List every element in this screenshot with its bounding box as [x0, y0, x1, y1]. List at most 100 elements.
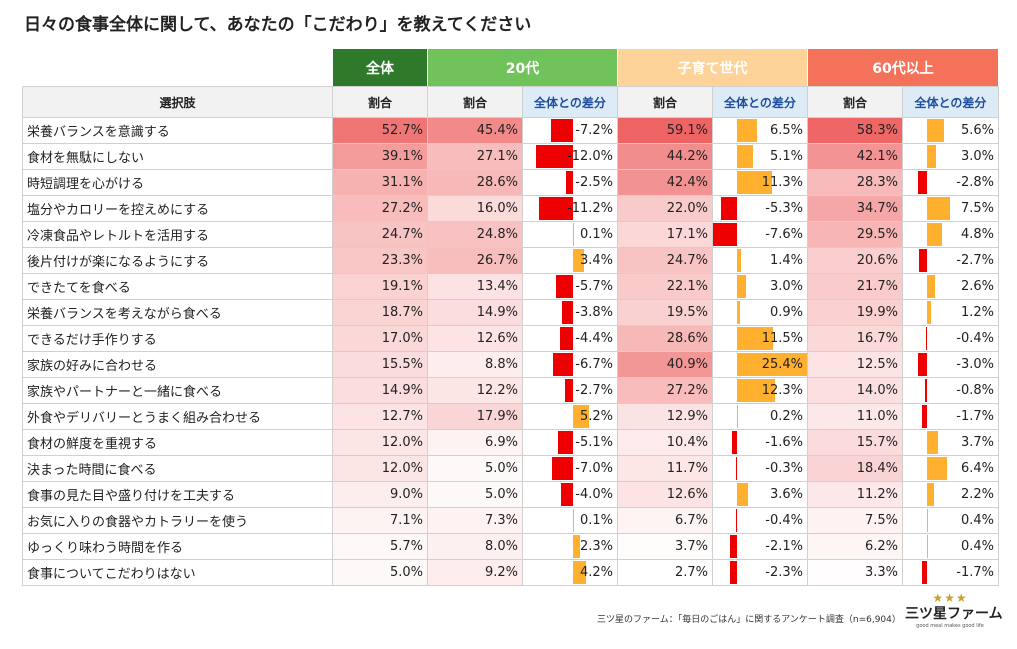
diff-bar-negative — [536, 145, 574, 168]
diff-cell-d60: -1.7% — [903, 404, 999, 430]
share-cell-g20: 45.4% — [428, 118, 523, 144]
diff-cell-dp: 3.6% — [713, 482, 808, 508]
diff-cell-d20: 4.2% — [523, 560, 618, 586]
diff-bar-negative — [713, 223, 737, 246]
diff-label: 7.5% — [960, 201, 994, 216]
diff-bar-positive — [737, 379, 776, 402]
share-cell-g60: 14.0% — [808, 378, 903, 404]
share-cell-g60: 34.7% — [808, 196, 903, 222]
diff-cell-dp: 0.2% — [713, 404, 808, 430]
diff-cell-dp: 0.9% — [713, 300, 808, 326]
diff-label: -4.0% — [575, 487, 613, 502]
diff-cell-d60: 2.6% — [903, 274, 999, 300]
diff-cell-d20: -5.1% — [523, 430, 618, 456]
row-label: 栄養バランスを意識する — [22, 118, 333, 144]
share-header-gp: 割合 — [618, 86, 713, 118]
diff-bar-positive — [573, 405, 590, 428]
share-cell-gp: 28.6% — [618, 326, 713, 352]
share-cell-overall: 15.5% — [333, 352, 428, 378]
diff-label: 0.4% — [960, 513, 994, 528]
diff-label: 3.4% — [579, 253, 613, 268]
diff-label: 11.3% — [761, 175, 803, 190]
share-cell-g20: 16.0% — [428, 196, 523, 222]
diff-bar-negative — [918, 171, 927, 194]
diff-label: -11.2% — [567, 201, 613, 216]
row-label: 時短調理を心がける — [22, 170, 333, 196]
share-header-g20: 割合 — [428, 86, 523, 118]
diff-bar-negative — [551, 119, 574, 142]
diff-cell-dp: 11.5% — [713, 326, 808, 352]
share-cell-g60: 3.3% — [808, 560, 903, 586]
share-cell-g60: 29.5% — [808, 222, 903, 248]
diff-cell-d20: -4.0% — [523, 482, 618, 508]
diff-bar-negative — [559, 327, 574, 350]
share-cell-overall: 5.7% — [333, 534, 428, 560]
diff-bar-positive — [737, 275, 747, 298]
share-cell-g20: 12.2% — [428, 378, 523, 404]
diff-bar-negative — [565, 171, 574, 194]
share-header-overall: 割合 — [333, 86, 428, 118]
row-label: できるだけ手作りする — [22, 326, 333, 352]
diff-bar-positive — [737, 353, 807, 376]
diff-label: 3.0% — [960, 149, 994, 164]
share-cell-gp: 12.6% — [618, 482, 713, 508]
diff-bar-negative — [729, 561, 737, 584]
share-cell-gp: 22.1% — [618, 274, 713, 300]
diff-cell-d20: 0.1% — [523, 508, 618, 534]
row-label: 後片付けが楽になるようにする — [22, 248, 333, 274]
diff-cell-dp: -7.6% — [713, 222, 808, 248]
diff-bar-positive — [927, 483, 934, 506]
share-cell-g20: 5.0% — [428, 482, 523, 508]
diff-label: 5.1% — [769, 149, 803, 164]
diff-cell-d20: 3.4% — [523, 248, 618, 274]
diff-cell-d20: -7.0% — [523, 456, 618, 482]
share-cell-overall: 27.2% — [333, 196, 428, 222]
share-cell-g20: 6.9% — [428, 430, 523, 456]
share-cell-g20: 27.1% — [428, 144, 523, 170]
diff-bar-positive — [737, 301, 740, 324]
share-cell-g20: 28.6% — [428, 170, 523, 196]
share-cell-g60: 7.5% — [808, 508, 903, 534]
diff-bar-negative — [564, 379, 574, 402]
diff-bar-positive — [927, 119, 945, 142]
diff-label: -2.7% — [956, 253, 994, 268]
diff-bar-positive — [573, 249, 584, 272]
diff-bar-negative — [924, 379, 927, 402]
diff-label: 25.4% — [761, 357, 803, 372]
share-cell-overall: 12.7% — [333, 404, 428, 430]
share-cell-overall: 5.0% — [333, 560, 428, 586]
diff-label: -2.1% — [765, 539, 803, 554]
share-cell-gp: 59.1% — [618, 118, 713, 144]
diff-bar-negative — [560, 483, 574, 506]
share-cell-gp: 42.4% — [618, 170, 713, 196]
diff-bar-negative — [925, 327, 927, 350]
share-cell-overall: 52.7% — [333, 118, 428, 144]
diff-label: 2.6% — [960, 279, 994, 294]
diff-label: 5.6% — [960, 123, 994, 138]
diff-bar-positive — [927, 223, 942, 246]
share-cell-g20: 7.3% — [428, 508, 523, 534]
diff-label: 3.7% — [960, 435, 994, 450]
share-cell-overall: 24.7% — [333, 222, 428, 248]
row-label: 決まった時間に食べる — [22, 456, 333, 482]
diff-label: 0.1% — [579, 227, 613, 242]
diff-bar-negative — [551, 457, 574, 480]
diff-cell-dp: 12.3% — [713, 378, 808, 404]
diff-cell-d20: 0.1% — [523, 222, 618, 248]
share-cell-g20: 26.7% — [428, 248, 523, 274]
diff-cell-d60: -2.8% — [903, 170, 999, 196]
diff-label: -0.4% — [765, 513, 803, 528]
diff-label: 3.0% — [769, 279, 803, 294]
diff-bar-negative — [921, 405, 927, 428]
diff-cell-d20: -12.0% — [523, 144, 618, 170]
diff-cell-d60: 7.5% — [903, 196, 999, 222]
diff-bar-positive — [737, 119, 758, 142]
row-label: 家族やパートナーと一緒に食べる — [22, 378, 333, 404]
diff-cell-dp: 3.0% — [713, 274, 808, 300]
share-cell-gp: 11.7% — [618, 456, 713, 482]
share-cell-gp: 44.2% — [618, 144, 713, 170]
diff-label: 12.3% — [761, 383, 803, 398]
source-note: 三ツ星のファーム：「毎日のごはん」に関するアンケート調査（n=6,904） — [597, 615, 901, 625]
row-label: 食事の見た目や盛り付けを工夫する — [22, 482, 333, 508]
diff-label: 6.5% — [769, 123, 803, 138]
